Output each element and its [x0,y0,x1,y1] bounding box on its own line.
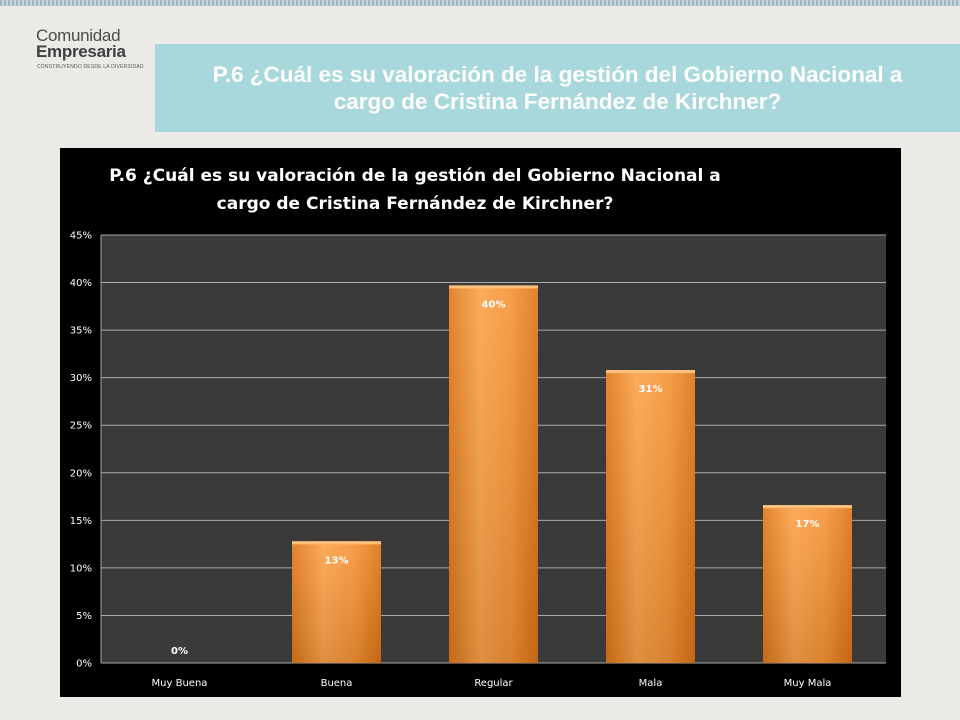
y-tick-label: 35% [70,326,92,337]
logo-text-line1: Comunidad [36,26,121,45]
data-label: 31% [639,384,663,395]
top-decorative-stripe [0,0,960,6]
x-category-label: Muy Buena [152,678,208,689]
slide-title: P.6 ¿Cuál es su valoración de la gestión… [212,62,903,114]
bar-shade [292,541,381,663]
logo-tagline: CONSTRUYENDO DESDE LA DIVERSIDAD [37,64,144,70]
logo-text-line2: Empresaria [36,42,126,61]
x-category-label: Mala [639,678,663,689]
y-tick-label: 20% [70,468,92,479]
x-category-label: Regular [474,678,513,689]
y-tick-label: 40% [70,278,92,289]
y-tick-label: 15% [70,516,92,527]
slide-title-banner: P.6 ¿Cuál es su valoración de la gestión… [155,44,960,132]
y-tick-label: 10% [70,563,92,574]
data-label: 17% [796,519,820,530]
data-label: 40% [482,299,506,310]
bar-shade [763,505,852,663]
y-tick-label: 25% [70,421,92,432]
bar-shade [449,285,538,663]
comunidad-empresaria-logo: Comunidad Empresaria CONSTRUYENDO DESDE … [36,26,156,76]
y-tick-label: 5% [76,611,92,622]
data-label: 13% [325,555,349,566]
bar-top-highlight [763,505,852,509]
bar-top-highlight [292,541,381,545]
bar-shade [606,370,695,663]
y-tick-label: 45% [70,231,92,242]
x-category-label: Buena [321,678,353,689]
data-label: 0% [171,646,188,657]
bar-top-highlight [449,285,538,289]
x-category-label: Muy Mala [784,678,832,689]
bar-top-highlight [606,370,695,374]
y-tick-label: 0% [76,659,92,670]
chart-title: P.6 ¿Cuál es su valoración de la gestión… [109,166,721,214]
y-tick-label: 30% [70,373,92,384]
